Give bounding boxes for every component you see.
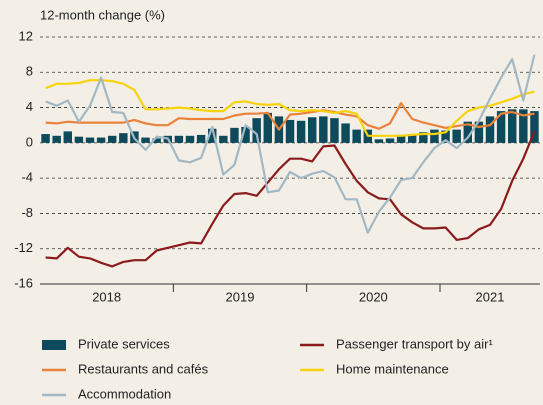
y-tick-label: 4: [26, 99, 33, 114]
y-tick-label: 12: [19, 28, 33, 43]
bar: [208, 128, 217, 143]
bar: [96, 137, 106, 143]
bar: [530, 111, 539, 143]
bar: [85, 137, 95, 143]
legend-label: Restaurants and cafés: [78, 361, 209, 376]
bar: [463, 121, 472, 143]
bar: [474, 121, 484, 143]
legend-label: Passenger transport by air¹: [336, 336, 493, 351]
x-tick-label: 2021: [476, 289, 505, 304]
bar: [285, 119, 295, 143]
bar: [241, 126, 250, 143]
bar: [430, 129, 439, 143]
bar: [141, 137, 150, 143]
bar: [396, 134, 406, 143]
bar: [263, 112, 272, 143]
bar: [174, 135, 184, 143]
y-tick-label: -8: [21, 205, 33, 220]
bar: [452, 129, 461, 143]
y-axis-label: 12-month change (%): [40, 7, 165, 22]
bar: [41, 134, 50, 143]
bar: [341, 123, 350, 143]
x-tick-label: 2018: [92, 289, 121, 304]
bar: [108, 135, 117, 143]
bar: [330, 118, 339, 143]
bar: [152, 138, 161, 143]
line: [45, 54, 536, 234]
bar: [508, 109, 517, 143]
bar: [441, 130, 450, 143]
bar: [352, 129, 361, 143]
legend-label: Home maintenance: [336, 361, 449, 376]
bar: [385, 138, 395, 143]
bar: [408, 134, 417, 143]
bar: [374, 139, 384, 143]
bar: [185, 135, 195, 143]
line: [45, 79, 535, 137]
bar: [419, 132, 428, 143]
bar: [496, 111, 506, 143]
legend-label: Private services: [78, 336, 170, 351]
bar: [230, 127, 239, 143]
legend-label: Accommodation: [78, 386, 171, 401]
y-tick-label: -12: [14, 240, 33, 255]
bar: [63, 131, 72, 143]
bar: [485, 116, 495, 143]
y-tick-label: 8: [26, 64, 33, 79]
bar: [308, 117, 317, 143]
bar: [252, 118, 261, 143]
x-tick-label: 2019: [226, 289, 255, 304]
bar: [296, 120, 306, 143]
bar: [74, 136, 84, 143]
bar: [52, 135, 61, 143]
bar: [196, 134, 206, 143]
bar: [119, 133, 128, 143]
bar: [519, 109, 528, 143]
y-tick-label: -16: [14, 275, 33, 290]
y-tick-label: 0: [26, 134, 33, 149]
y-tick-label: -4: [21, 170, 33, 185]
x-tick-label: 2020: [359, 289, 388, 304]
line: [45, 130, 536, 268]
legend-swatch: [42, 340, 66, 350]
bar: [319, 116, 328, 143]
bar: [219, 135, 228, 143]
